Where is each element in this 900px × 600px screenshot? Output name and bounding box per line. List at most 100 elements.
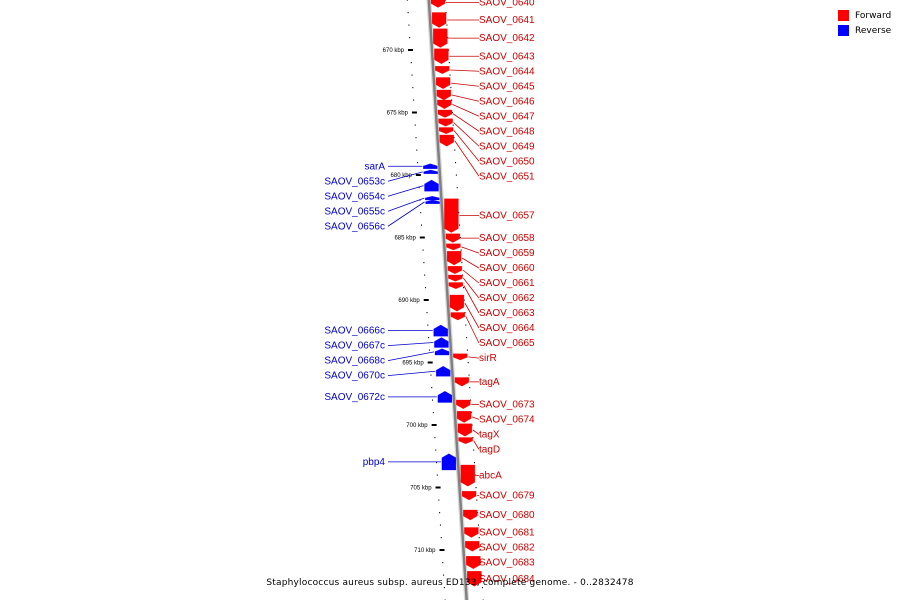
minor-tick-right [477,512,479,514]
minor-tick-right [465,324,467,326]
gene-leader-line [463,277,480,299]
gene-arrow-forward [454,377,470,387]
gene-leader-line [452,113,480,132]
gene-label: SAOV_0642 [479,33,535,44]
minor-tick [435,449,437,451]
gene-label: SAOV_0670c [324,371,385,382]
scale-tick [439,549,445,551]
minor-tick-right [454,149,456,151]
minor-tick [435,462,437,464]
minor-tick [442,562,444,564]
scale-tick [431,424,437,426]
gene-arrow-reverse [424,179,439,192]
gene-label: SAOV_0664 [479,323,535,334]
scale-tick-label: 675 kbp [387,111,409,117]
scale-tick-label: 695 kbp [402,361,424,367]
gene-leader-line [463,285,480,314]
scale-tick-label: 710 kbp [414,548,436,554]
minor-tick [432,399,434,401]
gene-label: SAOV_0644 [479,66,535,77]
gene-label: SAOV_0663 [479,308,535,319]
gene-track [423,0,482,587]
gene-label: SAOV_0662 [479,293,535,304]
minor-tick-right [449,74,451,76]
minor-tick-right [470,399,472,401]
gene-label: SAOV_0682 [479,543,535,554]
minor-tick-right [444,0,446,1]
gene-arrow-forward [450,312,465,321]
minor-tick [406,0,408,1]
scale-tick-label: 690 kbp [398,298,420,304]
minor-tick [432,412,434,414]
forward-swatch [838,10,849,21]
minor-tick-right [476,499,478,501]
minor-ticks [406,0,484,600]
gene-label: sarA [364,161,385,172]
gene-arrow-forward [446,251,462,266]
gene-label: SAOV_0650 [479,156,535,167]
minor-tick [420,212,422,214]
minor-tick-right [452,124,454,126]
scale-tick [415,174,421,176]
gene-arrow-forward [438,127,454,134]
gene-label: SAOV_0674 [479,414,535,425]
gene-arrow-reverse [441,453,457,471]
minor-tick [410,62,412,64]
gene-leader-line [461,246,480,254]
gene-arrow-forward [437,99,452,109]
minor-tick-right [462,287,464,289]
minor-tick [421,224,423,226]
minor-tick [423,262,425,264]
minor-tick-right [478,537,480,539]
gene-leader-line [387,342,434,347]
gene-label: SAOV_0651 [479,171,535,182]
gene-arrow-forward [467,571,482,587]
gene-arrow-reverse [433,324,448,337]
gene-arrow-forward [458,437,473,444]
minor-tick-right [467,362,469,364]
gene-arrow-forward [466,556,481,569]
gene-label: SAOV_0666c [324,326,385,337]
gene-arrow-forward [435,66,450,74]
minor-tick [417,162,419,164]
scale-tick [408,49,413,51]
gene-arrow-forward [456,399,471,409]
minor-tick [412,87,414,89]
minor-tick-right [471,424,473,426]
scale-tick-label: 705 kbp [410,486,432,492]
minor-tick [424,287,426,289]
minor-tick-right [469,387,471,389]
minor-tick-right [459,237,461,239]
gene-label: SAOV_0684 [479,574,535,585]
minor-tick [440,537,442,539]
gene-arrow-forward [433,28,448,48]
minor-tick [426,312,428,314]
gene-leader-line [462,269,480,284]
minor-tick [438,499,440,501]
legend-reverse-label: Reverse [855,25,892,36]
minor-tick-right [459,224,461,226]
gene-label: tagX [479,429,500,440]
gene-arrow-forward [457,423,473,437]
gene-arrow-forward [464,527,479,538]
gene-label: SAOV_0668c [324,356,385,367]
minor-tick-right [456,187,458,189]
gene-label: SAOV_0656c [324,221,385,232]
minor-tick-right [473,462,475,464]
gene-label: SAOV_0657 [479,211,535,222]
legend-reverse: Reverse [838,23,891,38]
scale-tick-label: 680 kbp [391,173,413,179]
minor-tick [416,149,418,151]
gene-label: SAOV_0648 [479,126,535,137]
gene-label: SAOV_0654c [324,191,385,202]
scale-tick-label: 685 kbp [394,236,416,242]
minor-tick [434,437,436,439]
gene-leader-line [387,185,424,197]
minor-tick-right [474,474,476,476]
minor-tick-right [460,249,462,251]
gene-label: tagA [479,377,500,388]
minor-tick [411,74,413,76]
gene-arrow-forward [446,243,461,251]
minor-tick-right [472,437,474,439]
minor-tick-right [447,37,449,39]
